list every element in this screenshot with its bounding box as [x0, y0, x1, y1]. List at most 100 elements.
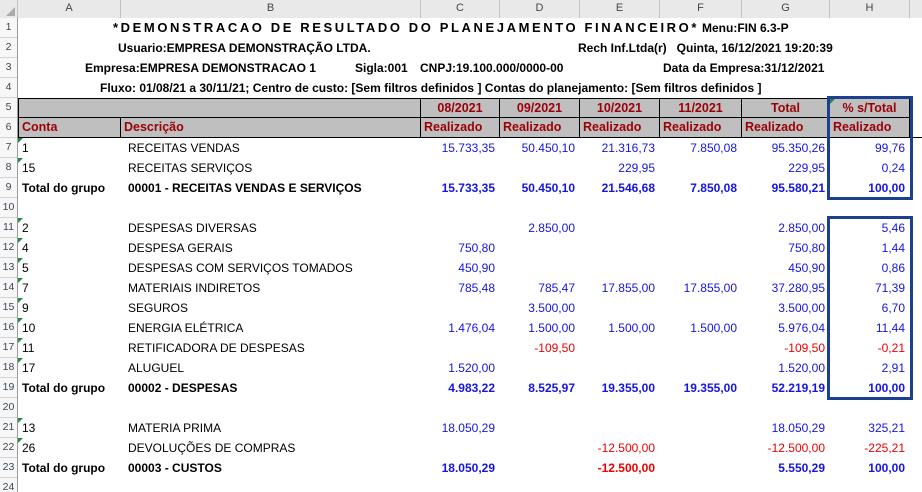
- row-header-17[interactable]: 17: [0, 338, 17, 358]
- row-header-3[interactable]: 3: [0, 58, 17, 78]
- cell-desc[interactable]: MATERIA PRIMA: [128, 421, 222, 435]
- cell-value[interactable]: 19.355,00: [601, 381, 655, 395]
- cell-value[interactable]: 95.580,21: [771, 181, 825, 195]
- header-cell-realizado[interactable]: Realizado: [421, 118, 500, 138]
- cell-conta[interactable]: 13: [18, 418, 121, 438]
- cell-conta[interactable]: Total do grupo: [22, 181, 106, 195]
- row-header-20[interactable]: 20: [0, 398, 17, 418]
- cell-value[interactable]: 450,90: [458, 261, 495, 275]
- cell-conta[interactable]: 2: [18, 218, 121, 238]
- cell-desc[interactable]: DESPESAS COM SERVIÇOS TOMADOS: [128, 261, 353, 275]
- cell-value[interactable]: 21.316,73: [601, 141, 655, 155]
- cell-value[interactable]: -109,50: [534, 341, 575, 355]
- cell-value[interactable]: 15.733,35: [441, 181, 495, 195]
- header-cell-period[interactable]: 08/2021: [421, 98, 500, 118]
- header-cell-period[interactable]: 11/2021: [660, 98, 742, 118]
- cell-value[interactable]: 21.546,68: [601, 181, 655, 195]
- cell-value[interactable]: [660, 158, 742, 178]
- cell-percent[interactable]: 71,39: [874, 281, 905, 295]
- cell-value[interactable]: [660, 418, 742, 438]
- cell-value[interactable]: [421, 298, 500, 318]
- cell-value[interactable]: 19.355,00: [683, 381, 737, 395]
- cell-value[interactable]: 18.050,29: [771, 421, 825, 435]
- cell-percent[interactable]: 2,91: [881, 361, 905, 375]
- cell-value[interactable]: [500, 238, 580, 258]
- cell-value[interactable]: [580, 358, 660, 378]
- header-cell-period[interactable]: Total: [742, 98, 830, 118]
- cell-value[interactable]: 450,90: [788, 261, 825, 275]
- cell-desc[interactable]: MATERIAIS INDIRETOS: [128, 281, 261, 295]
- cell-value[interactable]: 17.855,00: [601, 281, 655, 295]
- cell-percent[interactable]: 6,70: [881, 301, 905, 315]
- row-header-1[interactable]: 1: [0, 18, 17, 38]
- row-header-13[interactable]: 13: [0, 258, 17, 278]
- header-cell-period[interactable]: 10/2021: [580, 98, 660, 118]
- header-cell-realizado[interactable]: Realizado: [580, 118, 660, 138]
- cell-value[interactable]: [500, 158, 580, 178]
- cell-value[interactable]: 1.476,04: [448, 321, 495, 335]
- cell-percent[interactable]: 11,44: [875, 321, 905, 335]
- cell-value[interactable]: 15.733,35: [441, 141, 495, 155]
- cell-value[interactable]: [500, 358, 580, 378]
- cell-value[interactable]: 1.500,00: [690, 321, 737, 335]
- cell-value[interactable]: 3.500,00: [778, 301, 825, 315]
- cell-percent[interactable]: 99,76: [874, 141, 905, 155]
- cell-desc[interactable]: RECEITAS SERVIÇOS: [128, 161, 253, 175]
- row-header-24[interactable]: 24: [0, 478, 17, 492]
- cell-desc[interactable]: 00003 - CUSTOS: [128, 461, 222, 475]
- row-header-2[interactable]: 2: [0, 38, 17, 58]
- cell-value[interactable]: 750,80: [458, 241, 495, 255]
- column-header-E[interactable]: E: [580, 0, 660, 18]
- cell-percent[interactable]: -0,21: [877, 341, 905, 355]
- cell-value[interactable]: [660, 438, 742, 458]
- row-header-15[interactable]: 15: [0, 298, 17, 318]
- header-cell-descricao[interactable]: Descrição: [121, 118, 421, 138]
- cell-percent[interactable]: 325,21: [868, 421, 905, 435]
- cell-value[interactable]: 229,95: [788, 161, 825, 175]
- column-header-C[interactable]: C: [421, 0, 500, 18]
- cell-value[interactable]: 1.500,00: [608, 321, 655, 335]
- row-header-9[interactable]: 9: [0, 178, 17, 198]
- cell-conta[interactable]: 5: [18, 258, 121, 278]
- cell-value[interactable]: -12.500,00: [597, 461, 655, 475]
- cell-value[interactable]: [660, 458, 742, 478]
- cell-value[interactable]: [660, 358, 742, 378]
- row-header-12[interactable]: 12: [0, 238, 17, 258]
- cell-value[interactable]: 1.500,00: [528, 321, 575, 335]
- cell-percent[interactable]: 100,00: [868, 181, 905, 195]
- row-header-19[interactable]: 19: [0, 378, 17, 398]
- cell-value[interactable]: [421, 338, 500, 358]
- cell-value[interactable]: 2.850,00: [778, 221, 825, 235]
- row-header-5[interactable]: 5: [0, 98, 17, 118]
- cell-value[interactable]: [580, 338, 660, 358]
- cell-value[interactable]: 5.550,29: [778, 461, 825, 475]
- cell-value[interactable]: [660, 238, 742, 258]
- cell-desc[interactable]: RECEITAS VENDAS: [128, 141, 240, 155]
- row-header-11[interactable]: 11: [0, 218, 17, 238]
- cell-value[interactable]: [580, 218, 660, 238]
- cell-value[interactable]: 37.280,95: [771, 281, 825, 295]
- cell-conta[interactable]: 9: [18, 298, 121, 318]
- cell-value[interactable]: [660, 218, 742, 238]
- cell-desc[interactable]: RETIFICADORA DE DESPESAS: [128, 341, 305, 355]
- cell-desc[interactable]: DESPESA GERAIS: [128, 241, 233, 255]
- cell-conta[interactable]: 15: [18, 158, 121, 178]
- cell-value[interactable]: [580, 418, 660, 438]
- header-cell-realizado[interactable]: Realizado: [742, 118, 830, 138]
- row-header-14[interactable]: 14: [0, 278, 17, 298]
- cell-desc[interactable]: 00001 - RECEITAS VENDAS E SERVIÇOS: [128, 181, 362, 195]
- cell-value[interactable]: [660, 338, 742, 358]
- cell-value[interactable]: 4.983,22: [448, 381, 495, 395]
- cell-value[interactable]: 50.450,10: [521, 181, 575, 195]
- header-cell-conta[interactable]: Conta: [18, 118, 121, 138]
- row-header-21[interactable]: 21: [0, 418, 17, 438]
- cell-value[interactable]: 18.050,29: [441, 461, 495, 475]
- cell-value[interactable]: [421, 218, 500, 238]
- cell-percent[interactable]: 0,24: [881, 161, 905, 175]
- cell-value[interactable]: 1.520,00: [778, 361, 825, 375]
- cell-conta[interactable]: Total do grupo: [22, 461, 106, 475]
- header-cell-period[interactable]: 09/2021: [500, 98, 580, 118]
- cell-value[interactable]: [580, 258, 660, 278]
- cell-desc[interactable]: DEVOLUÇÕES DE COMPRAS: [128, 441, 296, 455]
- cell-conta[interactable]: 17: [18, 358, 121, 378]
